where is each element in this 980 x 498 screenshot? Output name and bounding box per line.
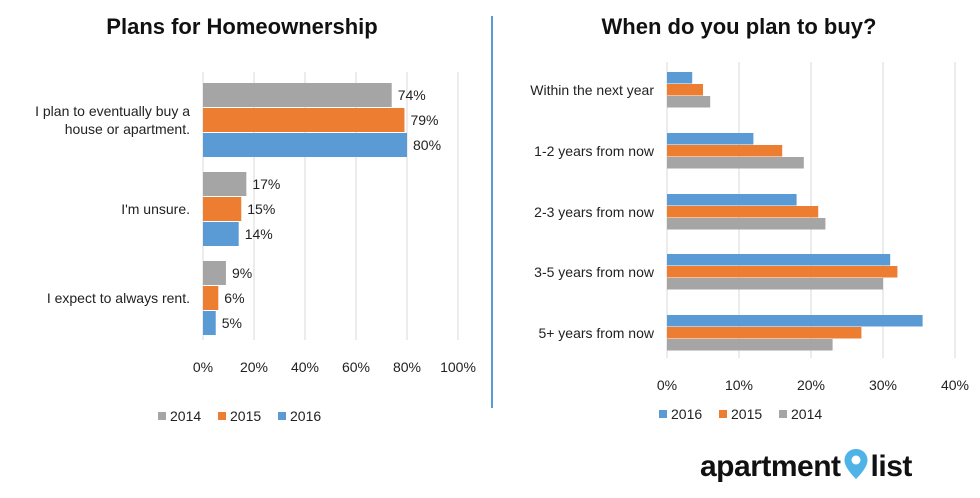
bar-2016 xyxy=(203,133,407,157)
bar-2016 xyxy=(203,311,216,335)
x-tick-label: 20% xyxy=(240,359,268,375)
logo-text-right: list xyxy=(870,449,913,483)
x-tick-label: 20% xyxy=(797,377,825,393)
bar-2016 xyxy=(667,194,797,206)
x-tick-label: 40% xyxy=(941,377,969,393)
data-label: 5% xyxy=(222,315,242,331)
chart-title: Plans for Homeownership xyxy=(106,14,377,39)
legend-label-2014: 2014 xyxy=(791,406,822,422)
bar-2014 xyxy=(203,261,226,285)
bar-2015 xyxy=(203,286,219,310)
data-label: 17% xyxy=(252,176,280,192)
bar-2014 xyxy=(203,83,392,107)
bar-2015 xyxy=(667,327,862,339)
legend-swatch-2016 xyxy=(278,412,286,420)
logo-text-left: apartment xyxy=(700,449,841,483)
bar-2015 xyxy=(203,108,405,132)
data-label: 15% xyxy=(247,201,275,217)
x-tick-label: 40% xyxy=(291,359,319,375)
legend-swatch-2014 xyxy=(779,410,787,418)
chart-when-plan-to-buy: When do you plan to buy? 0% 10% 20% 30% 40% Wi… xyxy=(530,14,969,422)
x-tick-label: 100% xyxy=(440,359,476,375)
chart-title: When do you plan to buy? xyxy=(602,14,877,39)
x-tick-label: 10% xyxy=(725,377,753,393)
legend-label-2015: 2015 xyxy=(230,408,261,424)
chart-divider xyxy=(491,16,493,408)
x-tick-label: 60% xyxy=(342,359,370,375)
bar-2014 xyxy=(667,157,804,169)
bar-2016 xyxy=(203,222,239,246)
category-label: I plan to eventually buy a house or apart… xyxy=(35,103,190,137)
bar-2014 xyxy=(203,172,247,196)
map-pin-icon xyxy=(843,448,869,488)
category-label: I'm unsure. xyxy=(121,201,190,217)
legend-label-2015: 2015 xyxy=(731,406,762,422)
legend-swatch-2015 xyxy=(719,410,727,418)
category-label: 3-5 years from now xyxy=(534,264,655,280)
bar-2015 xyxy=(667,84,703,96)
data-label: 6% xyxy=(224,290,244,306)
bar-2016 xyxy=(667,133,754,145)
bar-2014 xyxy=(667,339,833,351)
x-tick-label: 80% xyxy=(393,359,421,375)
data-label: 80% xyxy=(413,137,441,153)
category-label: Within the next year xyxy=(530,82,654,98)
x-tick-label: 0% xyxy=(193,359,213,375)
data-label: 74% xyxy=(398,87,426,103)
category-label: 5+ years from now xyxy=(538,325,654,341)
bar-2014 xyxy=(667,278,883,290)
x-tick-label: 30% xyxy=(869,377,897,393)
category-label: 2-3 years from now xyxy=(534,204,655,220)
bar-2014 xyxy=(667,218,826,230)
category-label: I expect to always rent. xyxy=(47,290,190,306)
legend-label-2014: 2014 xyxy=(170,408,201,424)
apartment-list-logo: apartment list xyxy=(700,448,912,488)
bar-2014 xyxy=(667,96,711,108)
data-label: 79% xyxy=(410,112,438,128)
category-label: 1-2 years from now xyxy=(534,143,655,159)
bar-2016 xyxy=(667,254,891,266)
legend-label-2016: 2016 xyxy=(671,406,702,422)
legend-swatch-2015 xyxy=(218,412,226,420)
bar-2015 xyxy=(667,145,783,157)
legend-swatch-2014 xyxy=(158,412,166,420)
legend-swatch-2016 xyxy=(659,410,667,418)
bar-2015 xyxy=(203,197,242,221)
bar-2016 xyxy=(667,72,693,84)
bar-2015 xyxy=(667,266,898,278)
legend-label-2016: 2016 xyxy=(290,408,321,424)
bar-2016 xyxy=(667,315,923,327)
data-label: 9% xyxy=(232,265,252,281)
data-label: 14% xyxy=(245,226,273,242)
chart-plans-for-homeownership: Plans for Homeownership 0% 20% 40% 60% 80% 100… xyxy=(35,14,476,424)
bar-2015 xyxy=(667,206,819,218)
x-tick-label: 0% xyxy=(657,377,677,393)
